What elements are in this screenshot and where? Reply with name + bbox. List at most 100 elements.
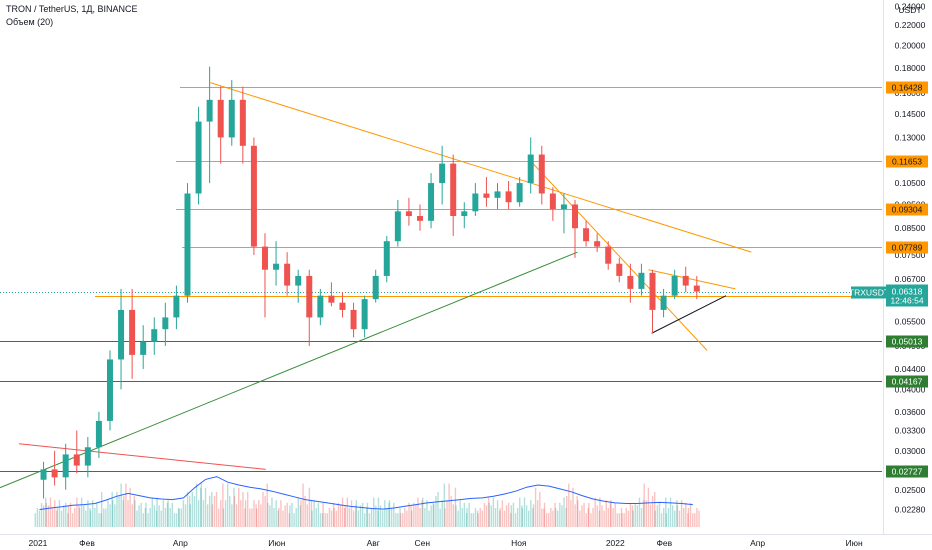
candle-body [317,295,324,318]
candle[interactable] [328,282,335,307]
candle-body [106,359,113,421]
candle[interactable] [671,269,678,300]
candle[interactable] [84,437,91,478]
candle[interactable] [73,430,80,474]
candle-body [129,309,136,355]
volume-bar [472,513,475,527]
candle[interactable] [494,183,501,210]
trendline[interactable] [651,295,727,334]
candle[interactable] [217,86,224,164]
candle[interactable] [284,252,291,296]
candle[interactable] [682,266,689,293]
candle[interactable] [173,285,180,330]
candle[interactable] [184,183,191,303]
candle[interactable] [649,269,656,334]
candle[interactable] [505,181,512,210]
candle[interactable] [383,235,390,283]
candle[interactable] [572,200,579,258]
candle[interactable] [350,302,357,338]
volume-indicator-label[interactable]: Объем (20) [6,17,54,27]
candle[interactable] [129,288,136,379]
candle[interactable] [693,275,700,300]
candle[interactable] [151,317,158,355]
volume-bar [614,502,616,527]
volume-bar [255,504,257,527]
candle[interactable] [616,257,623,283]
trendline[interactable] [532,163,708,351]
level-tag-bg [886,375,928,388]
candle[interactable] [439,145,446,205]
candle[interactable] [594,233,601,253]
volume-bar [388,502,390,527]
candle[interactable] [51,450,58,486]
level-price-tag: 0.16428 [886,81,928,94]
candle[interactable] [250,137,257,255]
volume-bar [233,487,235,527]
volume-bar [103,508,105,527]
candle[interactable] [361,295,368,338]
candle[interactable] [450,154,457,236]
candle[interactable] [394,200,401,247]
candle[interactable] [261,233,268,318]
candle[interactable] [317,288,324,326]
candle[interactable] [228,80,235,146]
candle[interactable] [118,288,125,390]
candle[interactable] [416,204,423,231]
candle[interactable] [206,66,213,184]
candle-body [627,275,634,289]
volume-bar [430,505,432,527]
level-tag-text: 0.02727 [892,467,923,477]
candle[interactable] [195,106,202,205]
candle[interactable] [428,173,435,229]
trendline[interactable] [18,443,266,470]
candle[interactable] [516,177,523,207]
volume-bar [311,510,313,527]
trendline[interactable] [0,251,578,506]
candle[interactable] [472,183,479,217]
volume-bar [443,483,446,527]
trendline[interactable] [648,269,736,290]
candle[interactable] [95,411,102,459]
candle[interactable] [638,263,645,296]
candle[interactable] [339,292,346,318]
volume-bar [399,513,402,527]
candle[interactable] [306,269,313,346]
candle[interactable] [106,350,113,431]
candle-body [51,469,58,478]
candle[interactable] [483,177,490,207]
volume-bar [687,508,690,527]
candle[interactable] [40,461,47,499]
candle[interactable] [627,263,634,303]
candle[interactable] [295,269,302,303]
volume-bar [388,500,391,527]
candle[interactable] [583,220,590,247]
candle[interactable] [560,193,567,234]
volume-bar [178,508,180,527]
candle[interactable] [461,202,468,229]
candle-body [383,241,390,276]
candle[interactable] [239,86,246,164]
volume-bar [133,496,136,527]
candle[interactable] [605,241,612,270]
candle[interactable] [140,325,147,369]
trendline[interactable] [210,82,752,253]
volume-bar [428,510,430,527]
candle[interactable] [62,443,69,490]
time-axis[interactable]: 2021 Фев Апр Июн Авг Сен Ноя 2022 Фев Апр Июн [29,538,864,548]
candle[interactable] [162,302,169,346]
candle[interactable] [405,197,412,226]
candle[interactable] [538,145,545,205]
volume-bar [468,502,470,527]
candle[interactable] [273,241,280,286]
candle[interactable] [660,288,667,318]
candle[interactable] [372,269,379,303]
volume-bar [129,487,131,527]
volume-bar [570,500,572,527]
candle[interactable] [527,137,534,194]
symbol-title[interactable]: TRON / TetherUS, 1Д, BINANCE [6,4,138,14]
candle[interactable] [549,187,556,221]
price-tick-label: 0.03300 [895,425,926,435]
volume-bar [118,496,120,527]
